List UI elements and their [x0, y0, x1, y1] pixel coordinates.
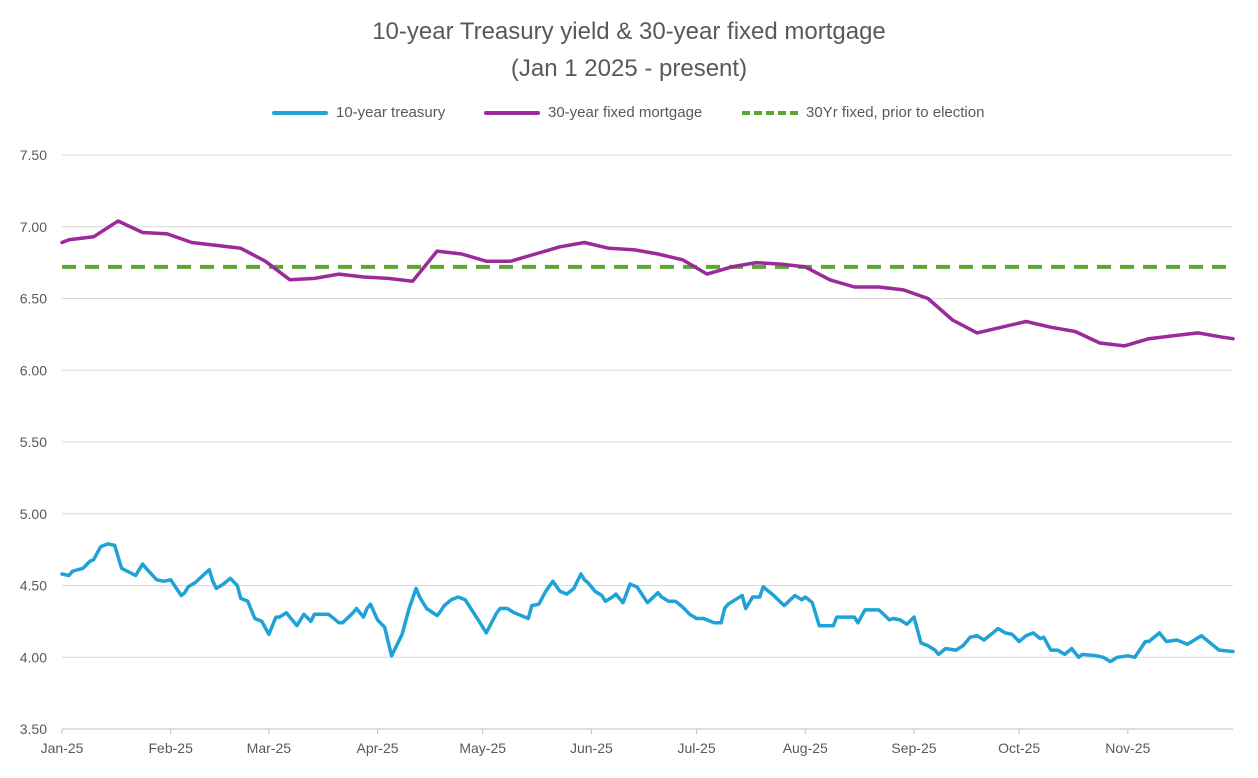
legend-swatch-election [742, 110, 798, 115]
x-tick-label: Aug-25 [783, 740, 828, 756]
y-tick-label: 5.00 [20, 506, 47, 522]
legend-item-treasury[interactable]: 10-year treasury [272, 104, 445, 121]
y-tick-label: 4.50 [20, 578, 47, 594]
x-tick-label: May-25 [459, 740, 506, 756]
series-line-treasury [60, 542, 1235, 664]
legend-label-election: 30Yr fixed, prior to election [806, 104, 985, 121]
chart-subtitle: (Jan 1 2025 - present) [510, 55, 748, 82]
x-tick-label: Mar-25 [247, 740, 292, 756]
x-tick-label: Jul-25 [678, 740, 716, 756]
x-tick-label: Feb-25 [149, 740, 194, 756]
legend-swatch-mortgage [484, 110, 540, 115]
x-axis-ticks: Jan-25 Feb-25 Mar-25 Apr-25 May-25 Jun-25 Jul-… [41, 729, 1151, 756]
y-tick-label: 5.50 [20, 434, 47, 450]
chart-title: 10-year Treasury yield & 30-year fixed m… [372, 18, 886, 45]
x-tick-label: Sep-25 [891, 740, 936, 756]
gridlines [62, 154, 1233, 730]
x-tick-label: Nov-25 [1105, 740, 1150, 756]
series-lines [60, 219, 1235, 664]
series-line-mortgage [60, 219, 1235, 348]
x-tick-label: Jun-25 [570, 740, 613, 756]
y-tick-label: 7.00 [20, 219, 47, 235]
y-tick-label: 6.50 [20, 291, 47, 307]
legend-item-mortgage[interactable]: 30-year fixed mortgage [484, 104, 702, 121]
x-tick-label: Oct-25 [998, 740, 1040, 756]
y-tick-label: 6.00 [20, 362, 47, 378]
y-tick-label: 4.00 [20, 649, 47, 665]
legend-label-treasury: 10-year treasury [336, 104, 446, 121]
x-tick-label: Apr-25 [357, 740, 399, 756]
y-axis-ticks: 7.50 7.00 6.50 6.00 5.50 5.00 4.50 4.00 3.50 [20, 147, 47, 737]
y-tick-label: 3.50 [20, 721, 47, 737]
legend-swatch-treasury [272, 110, 328, 115]
chart-legend: 10-year treasury 30-year fixed mortgage … [0, 104, 1258, 128]
y-tick-label: 7.50 [20, 147, 47, 163]
legend-label-mortgage: 30-year fixed mortgage [548, 104, 703, 121]
x-tick-label: Jan-25 [41, 740, 84, 756]
legend-item-election[interactable]: 30Yr fixed, prior to election [742, 104, 984, 121]
